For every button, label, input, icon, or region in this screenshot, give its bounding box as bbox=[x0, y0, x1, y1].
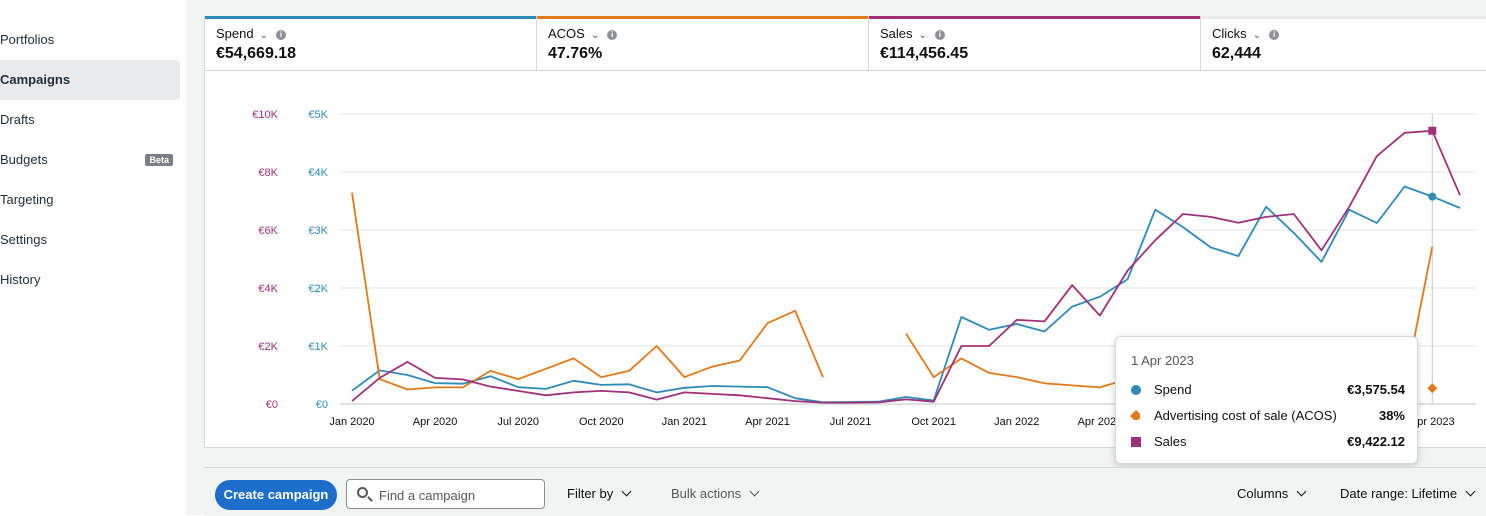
sidebar-item-campaigns[interactable]: Campaigns bbox=[0, 60, 180, 100]
metric-color-bar bbox=[1201, 16, 1486, 19]
info-icon[interactable]: i bbox=[1269, 29, 1280, 40]
date-range-label: Date range: Lifetime bbox=[1340, 486, 1458, 501]
sidebar-item-label: Budgets bbox=[0, 152, 48, 167]
search-input[interactable] bbox=[377, 485, 541, 505]
tooltip-row-name: Advertising cost of sale (ACOS) bbox=[1154, 408, 1337, 423]
chevron-down-icon[interactable]: ⌄ bbox=[590, 30, 600, 41]
metric-value: €54,669.18 bbox=[216, 45, 297, 62]
info-icon[interactable]: i bbox=[607, 29, 618, 40]
diamond-marker-icon bbox=[1130, 410, 1140, 420]
metric-spend[interactable]: Spend ⌄ i €54,669.18 bbox=[205, 16, 537, 71]
metric-color-bar bbox=[537, 16, 868, 19]
sidebar-item-label: Drafts bbox=[0, 112, 35, 127]
filter-by-label: Filter by bbox=[567, 486, 614, 501]
square-marker-icon bbox=[1131, 437, 1141, 447]
metric-value: 62,444 bbox=[1212, 45, 1261, 62]
metric-value: 47.76% bbox=[548, 45, 603, 62]
tooltip-row-value: 38% bbox=[1378, 408, 1405, 423]
sidebar-item-label: Settings bbox=[0, 232, 47, 247]
circle-marker-icon bbox=[1131, 385, 1141, 395]
sidebar-item-history[interactable]: History bbox=[0, 260, 180, 300]
metric-color-bar bbox=[205, 16, 536, 19]
bulk-actions-label: Bulk actions bbox=[671, 486, 742, 501]
sidebar-item-label: Campaigns bbox=[0, 72, 71, 87]
metric-acos[interactable]: ACOS ⌄ i 47.76% bbox=[537, 16, 869, 71]
search-icon bbox=[357, 487, 368, 498]
bulk-actions-dropdown[interactable]: Bulk actions bbox=[671, 486, 760, 501]
sidebar-item-settings[interactable]: Settings bbox=[0, 220, 180, 260]
metric-clicks[interactable]: Clicks ⌄ i 62,444 bbox=[1201, 16, 1486, 71]
chart-tooltip: 1 Apr 2023 Spend €3,575.54 Advertising c… bbox=[1115, 336, 1418, 464]
metric-value: €114,456.45 bbox=[880, 45, 969, 62]
beta-badge: Beta bbox=[145, 154, 173, 166]
sidebar-item-label: History bbox=[0, 272, 41, 287]
tooltip-date: 1 Apr 2023 bbox=[1131, 353, 1194, 368]
campaign-toolbar: Create campaign Filter by Bulk actions C… bbox=[204, 467, 1486, 516]
tooltip-row-value: €9,422.12 bbox=[1347, 434, 1405, 449]
tooltip-row-sales: Sales €9,422.12 bbox=[1131, 433, 1407, 453]
sidebar-item-drafts[interactable]: Drafts bbox=[0, 100, 180, 140]
metric-label: Clicks bbox=[1212, 26, 1247, 41]
metric-label: Sales bbox=[880, 26, 913, 41]
chevron-down-icon bbox=[621, 486, 632, 497]
chevron-down-icon bbox=[749, 486, 760, 497]
metric-color-bar bbox=[869, 16, 1200, 19]
metric-label: Spend bbox=[216, 26, 254, 41]
chevron-down-icon[interactable]: ⌄ bbox=[918, 30, 927, 41]
sidebar-item-label: Targeting bbox=[0, 192, 54, 207]
chevron-down-icon[interactable]: ⌄ bbox=[259, 30, 268, 41]
tooltip-row-name: Spend bbox=[1154, 382, 1192, 397]
sidebar-item-targeting[interactable]: Targeting bbox=[0, 180, 180, 220]
info-icon[interactable]: i bbox=[275, 29, 286, 40]
date-range-dropdown[interactable]: Date range: Lifetime bbox=[1340, 486, 1476, 501]
sidebar-item-label: Portfolios bbox=[0, 32, 55, 47]
info-icon[interactable]: i bbox=[934, 29, 945, 40]
tooltip-row-name: Sales bbox=[1154, 434, 1187, 449]
columns-label: Columns bbox=[1237, 486, 1289, 501]
sidebar-item-portfolios[interactable]: Portfolios bbox=[0, 20, 180, 60]
tooltip-row-value: €3,575.54 bbox=[1347, 382, 1405, 397]
sidebar: Portfolios Campaigns Drafts Budgets Beta… bbox=[0, 0, 186, 515]
chevron-down-icon[interactable]: ⌄ bbox=[1252, 30, 1262, 41]
metric-label: ACOS bbox=[548, 26, 585, 41]
tooltip-row-acos: Advertising cost of sale (ACOS) 38% bbox=[1130, 407, 1407, 427]
tooltip-row-spend: Spend €3,575.54 bbox=[1131, 381, 1407, 401]
filter-by-dropdown[interactable]: Filter by bbox=[567, 486, 632, 501]
sidebar-item-budgets[interactable]: Budgets Beta bbox=[0, 140, 180, 180]
create-campaign-button[interactable]: Create campaign bbox=[215, 480, 337, 510]
chevron-down-icon bbox=[1465, 486, 1476, 497]
columns-dropdown[interactable]: Columns bbox=[1237, 486, 1307, 501]
metric-sales[interactable]: Sales ⌄ i €114,456.45 bbox=[869, 16, 1201, 71]
chevron-down-icon bbox=[1296, 486, 1307, 497]
search-box[interactable] bbox=[346, 479, 545, 509]
